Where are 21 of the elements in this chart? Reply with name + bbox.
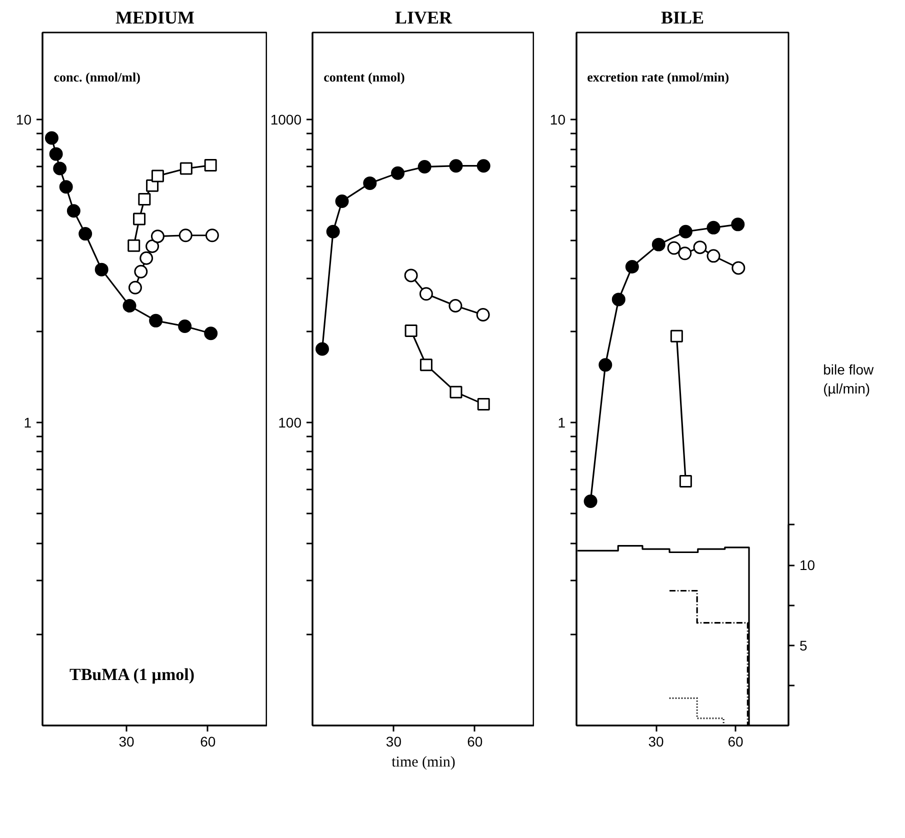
y-tick-label: 1000 <box>270 112 302 128</box>
y-tick-label: 1 <box>558 414 566 431</box>
x-tick-label: 30 <box>118 734 135 750</box>
y-tick-label: 100 <box>278 414 302 431</box>
annotation: TBuMA (1 µmol) <box>70 664 195 684</box>
y-axis-title: excretion rate (nmol/min) <box>587 69 730 84</box>
y2-tick-label: 10 <box>800 557 816 574</box>
x-tick-label: 60 <box>728 734 744 750</box>
x-axis-title: time (min) <box>392 754 456 770</box>
chart-title: BILE <box>660 8 704 28</box>
x-tick-label: 30 <box>386 734 402 750</box>
chart-title: LIVER <box>394 8 454 28</box>
y-axis-title: conc. (nmol/ml) <box>54 69 140 84</box>
y-tick-label: 1 <box>24 414 32 431</box>
y-axis-title: content (nmol) <box>324 69 405 84</box>
x-tick-label: 60 <box>200 734 216 750</box>
x-tick-label: 60 <box>467 734 483 750</box>
x-tick-label: 30 <box>648 734 664 750</box>
y2-axis-title: bile flow (µl/min) <box>823 361 875 397</box>
y2-tick-label: 5 <box>800 637 808 654</box>
chart-title: MEDIUM <box>116 8 195 28</box>
